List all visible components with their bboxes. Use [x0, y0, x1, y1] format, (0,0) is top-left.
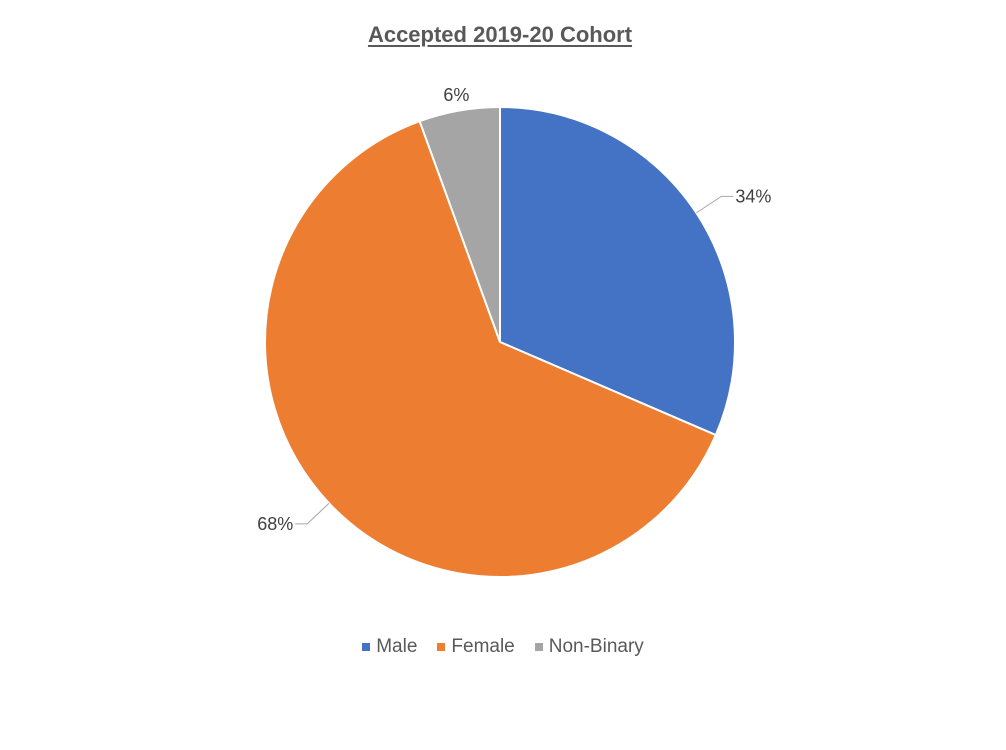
data-label-non-binary: 6% [443, 85, 469, 105]
data-label-male: 34% [735, 186, 771, 206]
pie-slice-non-binary [418, 105, 501, 343]
leader-line-male [696, 195, 734, 214]
legend-item-female: Female [437, 636, 515, 658]
data-label-female: 68% [257, 514, 293, 534]
legend-label-non-binary: Non-Binary [548, 636, 644, 657]
pie-slice-female [264, 119, 718, 578]
leader-line-female [295, 502, 330, 525]
legend-item-male: Male [362, 636, 417, 658]
legend-swatch-female [437, 643, 446, 651]
legend: Male Female Non-Binary [0, 636, 1006, 658]
legend-label-male: Male [376, 636, 418, 657]
legend-item-non-binary: Non-Binary [534, 636, 644, 658]
chart-title: Accepted 2019-20 Cohort [367, 22, 633, 47]
legend-label-female: Female [451, 636, 515, 657]
legend-swatch-male [362, 643, 371, 651]
legend-swatch-non-binary [534, 643, 543, 651]
pie-slice-male [499, 105, 736, 437]
